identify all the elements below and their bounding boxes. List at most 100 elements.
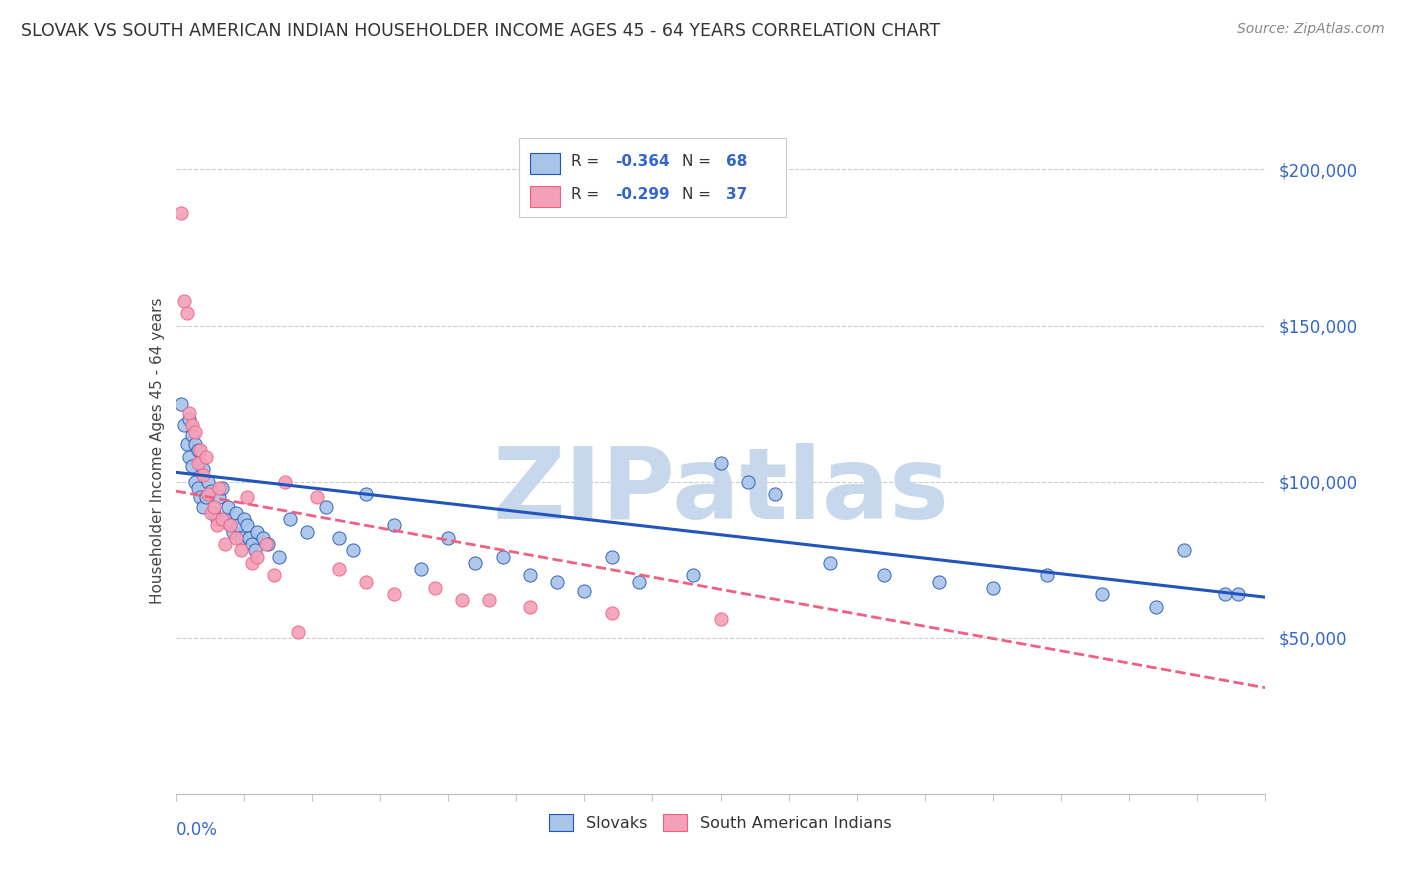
- Point: [437, 531, 460, 545]
- Text: 0.0%: 0.0%: [176, 822, 218, 839]
- Point: [328, 531, 350, 545]
- Point: [170, 396, 193, 410]
- Point: [464, 556, 486, 570]
- Point: [818, 556, 841, 570]
- Point: [191, 468, 214, 483]
- Point: [356, 487, 378, 501]
- Point: [181, 458, 204, 473]
- Point: [737, 475, 759, 489]
- Text: N =: N =: [682, 186, 716, 202]
- Point: [252, 531, 274, 545]
- Point: [231, 531, 253, 545]
- Point: [179, 412, 201, 426]
- Point: [181, 418, 204, 433]
- Point: [184, 425, 207, 439]
- Point: [382, 518, 405, 533]
- Point: [186, 481, 209, 495]
- Point: [186, 456, 209, 470]
- Point: [1213, 587, 1236, 601]
- Point: [546, 574, 568, 589]
- Point: [710, 456, 733, 470]
- Text: Source: ZipAtlas.com: Source: ZipAtlas.com: [1237, 22, 1385, 37]
- Point: [382, 587, 405, 601]
- Point: [197, 487, 219, 501]
- Point: [710, 612, 733, 626]
- Text: R =: R =: [571, 153, 605, 169]
- Point: [231, 543, 253, 558]
- Point: [225, 531, 247, 545]
- Point: [423, 581, 446, 595]
- Point: [238, 531, 260, 545]
- Point: [200, 506, 222, 520]
- Bar: [530, 153, 561, 174]
- Point: [1091, 587, 1114, 601]
- FancyBboxPatch shape: [519, 138, 786, 217]
- Point: [873, 568, 896, 582]
- Point: [179, 406, 201, 420]
- Text: -0.299: -0.299: [614, 186, 669, 202]
- Point: [188, 443, 211, 458]
- Point: [235, 490, 257, 504]
- Point: [197, 475, 219, 489]
- Point: [205, 512, 228, 526]
- Point: [173, 293, 195, 308]
- Point: [225, 506, 247, 520]
- Point: [1144, 599, 1167, 614]
- Point: [478, 593, 501, 607]
- Point: [188, 456, 211, 470]
- Text: R =: R =: [571, 186, 605, 202]
- Point: [186, 443, 209, 458]
- Point: [682, 568, 704, 582]
- Point: [202, 500, 225, 514]
- Text: N =: N =: [682, 153, 716, 169]
- Text: -0.364: -0.364: [614, 153, 669, 169]
- Text: 37: 37: [725, 186, 747, 202]
- Point: [492, 549, 515, 564]
- Point: [191, 500, 214, 514]
- Text: 68: 68: [725, 153, 748, 169]
- Point: [295, 524, 318, 539]
- Point: [202, 506, 225, 520]
- Point: [409, 562, 432, 576]
- Point: [246, 549, 269, 564]
- Point: [173, 418, 195, 433]
- Legend: Slovaks, South American Indians: Slovaks, South American Indians: [543, 808, 898, 838]
- Point: [228, 518, 250, 533]
- Point: [170, 206, 193, 220]
- Point: [1227, 587, 1250, 601]
- Y-axis label: Householder Income Ages 45 - 64 years: Householder Income Ages 45 - 64 years: [149, 297, 165, 604]
- Point: [219, 518, 242, 533]
- Point: [287, 624, 309, 639]
- Point: [1173, 543, 1195, 558]
- Point: [257, 537, 280, 551]
- Point: [627, 574, 650, 589]
- Point: [763, 487, 786, 501]
- Point: [600, 606, 623, 620]
- Point: [278, 512, 301, 526]
- Point: [200, 483, 222, 498]
- Point: [240, 537, 263, 551]
- Point: [194, 450, 217, 464]
- Point: [240, 556, 263, 570]
- Point: [211, 481, 233, 495]
- Point: [217, 500, 239, 514]
- Point: [188, 490, 211, 504]
- Point: [574, 583, 596, 598]
- Point: [214, 512, 236, 526]
- Point: [214, 537, 236, 551]
- Point: [235, 518, 257, 533]
- Point: [519, 568, 541, 582]
- Point: [981, 581, 1004, 595]
- Point: [222, 524, 245, 539]
- Point: [219, 518, 242, 533]
- Point: [519, 599, 541, 614]
- Point: [208, 481, 231, 495]
- Point: [181, 427, 204, 442]
- Point: [176, 306, 198, 320]
- Point: [263, 568, 285, 582]
- Point: [211, 512, 233, 526]
- Point: [246, 524, 269, 539]
- Point: [184, 475, 207, 489]
- Point: [269, 549, 291, 564]
- Point: [191, 462, 214, 476]
